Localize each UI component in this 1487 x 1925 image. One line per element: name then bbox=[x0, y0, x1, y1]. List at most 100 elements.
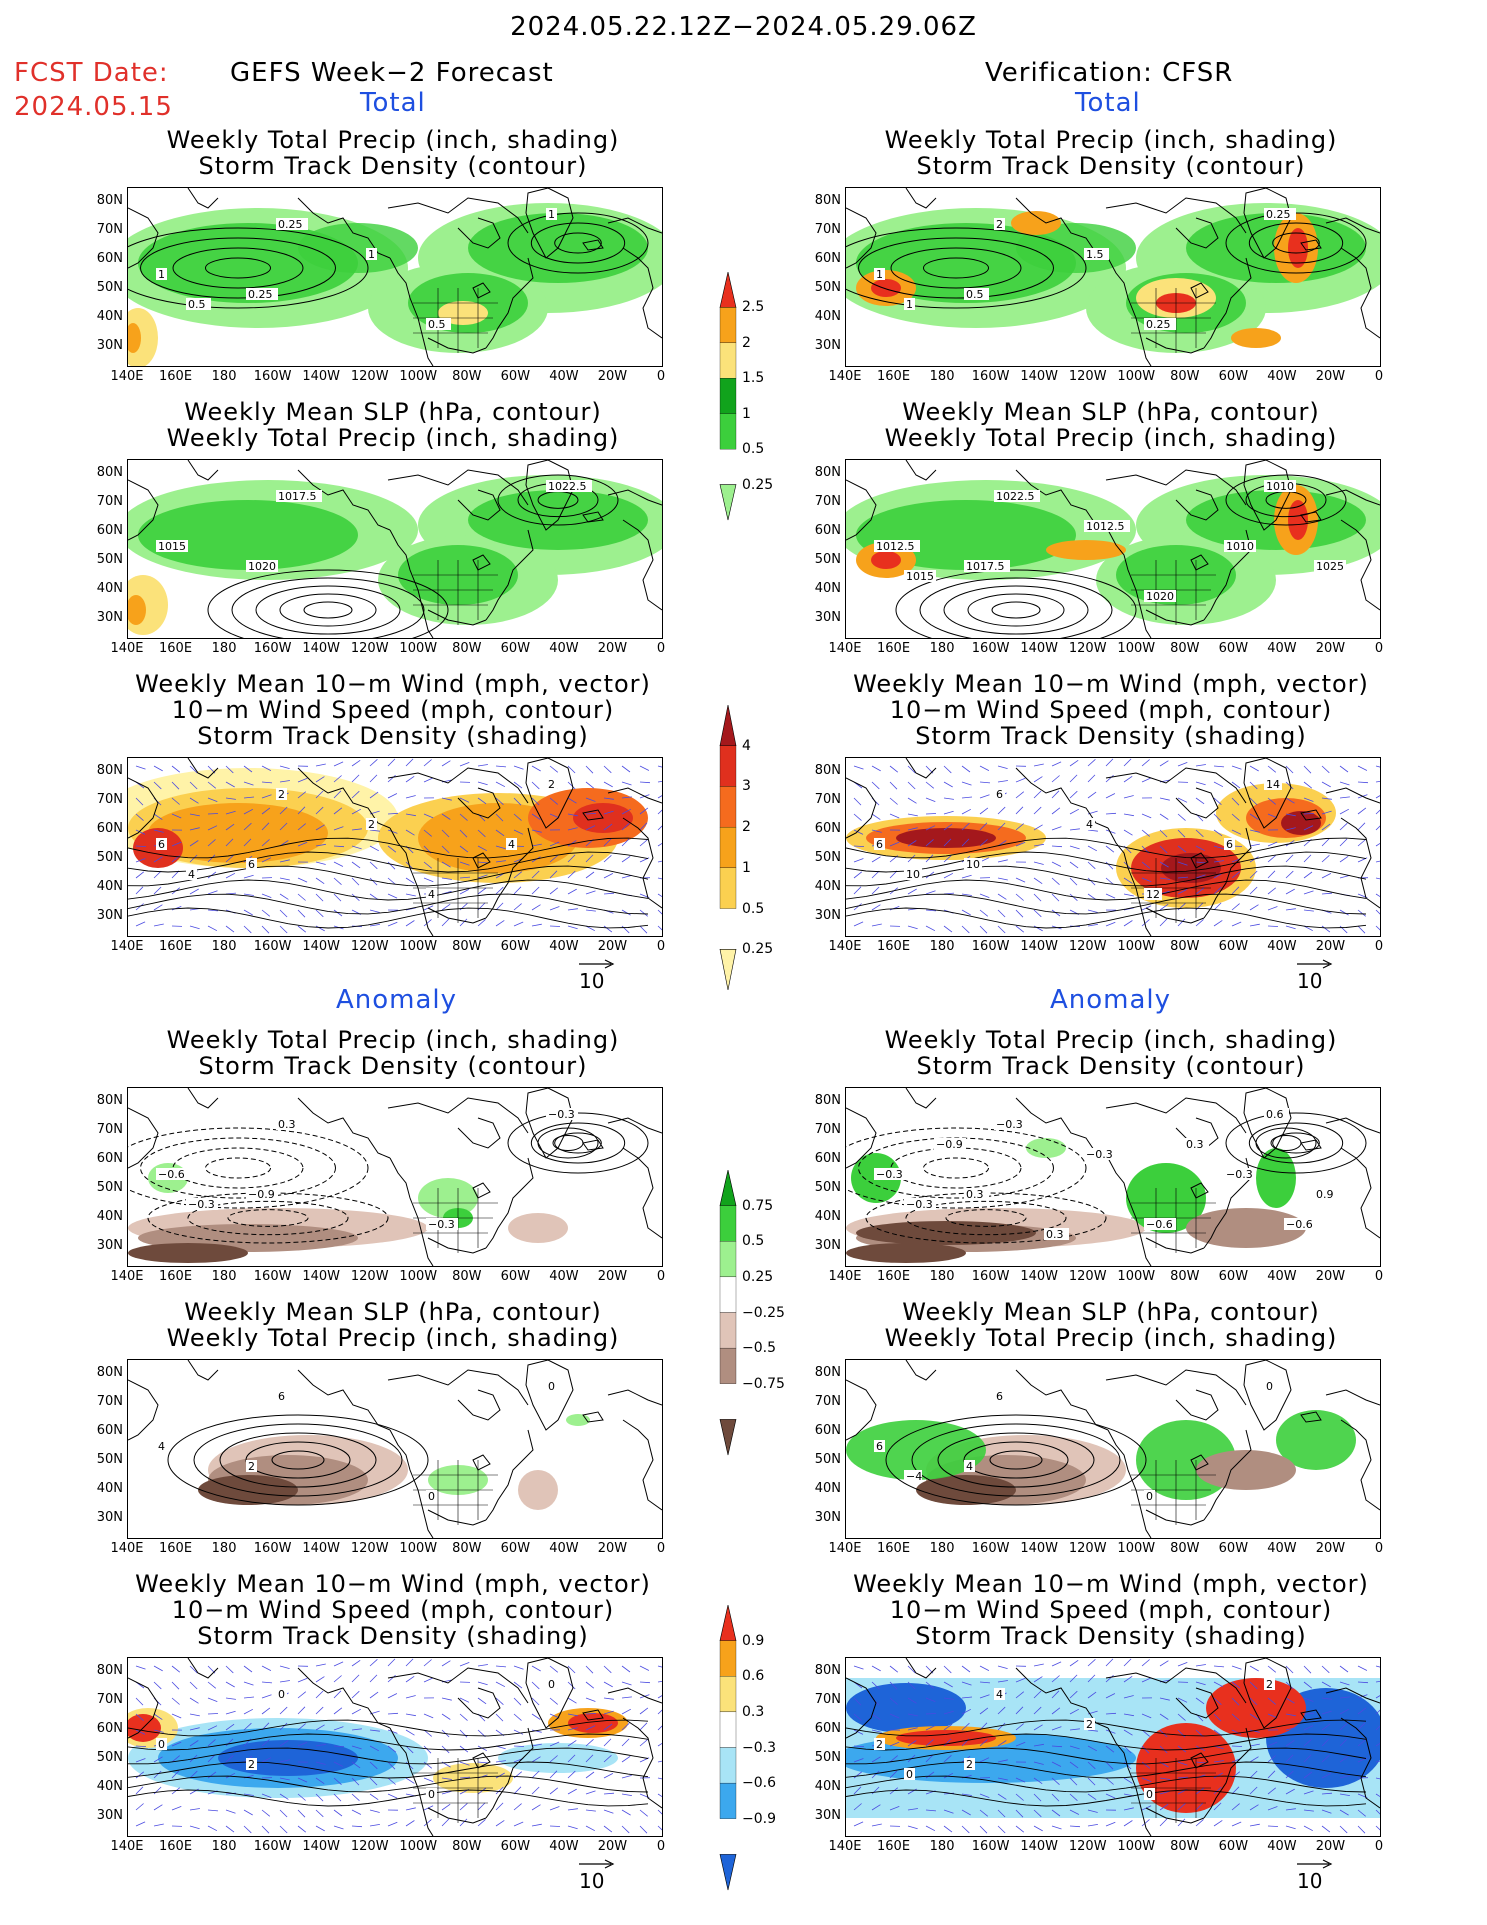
forecast-panel-4-lat-label: 70N bbox=[96, 1122, 123, 1137]
forecast-panel-2-lon-label: 20W bbox=[597, 641, 628, 656]
anom-storm-colorbar-label: 0.6 bbox=[742, 1668, 765, 1685]
contour-label: 0 bbox=[546, 1380, 557, 1393]
forecast-panel-5-lat-label: 70N bbox=[96, 1394, 123, 1409]
verification-panel-5-lon-label: 140W bbox=[1020, 1541, 1058, 1556]
svg-text:4: 4 bbox=[996, 1688, 1003, 1701]
forecast-panel-5-lat-label: 80N bbox=[96, 1365, 123, 1380]
verification-panel-2-lon-label: 20W bbox=[1315, 641, 1346, 656]
total-precip-colorbar-label: 0.5 bbox=[742, 441, 765, 458]
forecast-panel-3-map: 2 6 6 2 4 4 2 4 bbox=[127, 757, 663, 937]
verification-panel-1-lon-label: 160W bbox=[971, 369, 1010, 384]
svg-text:10: 10 bbox=[966, 858, 980, 871]
contour-label: −0.9 bbox=[246, 1188, 278, 1201]
forecast-panel-5-lon-label: 80W bbox=[452, 1541, 482, 1556]
contour-label: 6 bbox=[1224, 838, 1235, 851]
verification-panel-6-lat-label: 40N bbox=[814, 1779, 841, 1794]
forecast-panel-1-lon-label: 40W bbox=[549, 369, 579, 384]
verification-panel-5-lat-label: 60N bbox=[814, 1423, 841, 1438]
verification-panel-5-lon-label: 40W bbox=[1267, 1541, 1297, 1556]
verification-panel-5-lon-label: 120W bbox=[1068, 1541, 1107, 1556]
contour-label: −0.3 bbox=[186, 1198, 218, 1211]
forecast-panel-5-lon-label: 60W bbox=[500, 1541, 531, 1556]
forecast-panel-6-lat-label: 70N bbox=[96, 1692, 123, 1707]
verification-panel-3-lat-label: 60N bbox=[814, 821, 841, 836]
verification-panel-3-lat-label: 30N bbox=[814, 908, 841, 923]
contour-label: 1025 bbox=[1314, 560, 1346, 573]
svg-text:0: 0 bbox=[278, 1688, 285, 1701]
forecast-panel-6-lat-label: 80N bbox=[96, 1663, 123, 1678]
verification-panel-1-lon-label: 100W bbox=[1117, 369, 1156, 384]
forecast-panel-2-lon-label: 140W bbox=[302, 641, 340, 656]
forecast-panel-5-lon-label: 160E bbox=[159, 1541, 193, 1556]
verification-panel-1-lat-label: 40N bbox=[814, 309, 841, 324]
total-precip-colorbar-label: 2 bbox=[742, 334, 751, 351]
forecast-panel-1-lon-label: 120W bbox=[350, 369, 389, 384]
forecast-panel-6-title-line: Weekly Mean 10−m Wind (mph, vector) bbox=[135, 1570, 651, 1598]
anom-storm-colorbar-label: 0.3 bbox=[742, 1703, 765, 1720]
contour-label: 0.25 bbox=[1144, 318, 1176, 331]
svg-text:0.3: 0.3 bbox=[1186, 1138, 1204, 1151]
forecast-panel-3-lat-label: 30N bbox=[96, 908, 123, 923]
forecast-panel-3-lon-label: 140E bbox=[110, 939, 144, 954]
forecast-panel-5-lat-label: 50N bbox=[96, 1452, 123, 1467]
contour-label: 4 bbox=[186, 868, 197, 881]
contour-label: 6 bbox=[994, 788, 1005, 801]
total-precip-colorbar-label: 0.25 bbox=[742, 476, 774, 493]
svg-text:10: 10 bbox=[906, 868, 920, 881]
svg-text:1: 1 bbox=[906, 298, 913, 311]
verification-panel-6-lon-label: 120W bbox=[1068, 1839, 1107, 1854]
svg-text:−0.6: −0.6 bbox=[1286, 1218, 1313, 1231]
verification-panel-5-lon-label: 60W bbox=[1218, 1541, 1249, 1556]
contour-label: 0 bbox=[1144, 1490, 1155, 1503]
contour-label: 2 bbox=[1264, 1678, 1275, 1691]
vector-ref-label: 10 bbox=[579, 969, 605, 993]
verification-panel-4-lon-label: 140W bbox=[1020, 1269, 1058, 1284]
verification-panel-4-lon-label: 80W bbox=[1170, 1269, 1200, 1284]
forecast-panel-6-lat-label: 50N bbox=[96, 1750, 123, 1765]
contour-label: −0.3 bbox=[426, 1218, 458, 1231]
forecast-panel-3-title-line: 10−m Wind Speed (mph, contour) bbox=[171, 696, 615, 724]
svg-text:6: 6 bbox=[876, 838, 883, 851]
svg-text:−0.3: −0.3 bbox=[996, 1118, 1023, 1131]
anom-precip-colorbar-label: −0.75 bbox=[742, 1375, 785, 1392]
svg-text:0: 0 bbox=[1146, 1788, 1153, 1801]
verification-panel-2-lon-label: 120W bbox=[1068, 641, 1107, 656]
forecast-panel-5-lat-label: 40N bbox=[96, 1481, 123, 1496]
forecast-panel-2-lon-label: 0 bbox=[656, 641, 666, 656]
verification-panel-4-lon-label: 40W bbox=[1267, 1269, 1297, 1284]
verification-panel-3-lon-label: 100W bbox=[1117, 939, 1156, 954]
verification-panel-2-lon-label: 160E bbox=[877, 641, 911, 656]
svg-text:4: 4 bbox=[508, 838, 515, 851]
verification-panel-6-lon-label: 80W bbox=[1170, 1839, 1200, 1854]
verification-panel-2-lon-label: 0 bbox=[1374, 641, 1384, 656]
contour-label: 0 bbox=[904, 1768, 915, 1781]
verification-panel-5-map: 6 6 4 0 0 −4 bbox=[845, 1359, 1381, 1539]
verification-panel-2-lat-label: 70N bbox=[814, 494, 841, 509]
verification-panel-3-lon-label: 40W bbox=[1267, 939, 1297, 954]
verification-panel-6-lon-label: 140E bbox=[828, 1839, 862, 1854]
forecast-panel-1-title-line: Weekly Total Precip (inch, shading) bbox=[166, 126, 620, 154]
svg-text:0.3: 0.3 bbox=[278, 1118, 296, 1131]
verification-panel-5-lon-label: 100W bbox=[1117, 1541, 1156, 1556]
verification-panel-4-lat-label: 70N bbox=[814, 1122, 841, 1137]
contour-label: 0 bbox=[426, 1490, 437, 1503]
verification-panel-2-lon-label: 180 bbox=[929, 641, 955, 656]
forecast-panel-4-lon-label: 60W bbox=[500, 1269, 531, 1284]
verification-panel-6-lat-label: 80N bbox=[814, 1663, 841, 1678]
verification-panel-3-title-line: 10−m Wind Speed (mph, contour) bbox=[889, 696, 1333, 724]
contour-label: 1010 bbox=[1264, 480, 1296, 493]
svg-text:1012.5: 1012.5 bbox=[876, 540, 915, 553]
forecast-panel-3-lon-label: 20W bbox=[597, 939, 628, 954]
forecast-panel-5-lon-label: 20W bbox=[597, 1541, 628, 1556]
svg-text:2: 2 bbox=[876, 1738, 883, 1751]
forecast-panel-1-lat-label: 60N bbox=[96, 251, 123, 266]
forecast-panel-2-lon-label: 140E bbox=[110, 641, 144, 656]
forecast-panel-4-title-line: Weekly Total Precip (inch, shading) bbox=[166, 1026, 620, 1054]
svg-text:6: 6 bbox=[278, 1390, 285, 1403]
svg-text:0.5: 0.5 bbox=[966, 288, 984, 301]
verification-panel-4-lat-label: 60N bbox=[814, 1151, 841, 1166]
contour-label: 1 bbox=[366, 248, 377, 261]
anom-precip-colorbar bbox=[719, 1170, 737, 1456]
total-precip-colorbar bbox=[719, 272, 737, 521]
section-total-right: Total bbox=[1075, 88, 1141, 118]
